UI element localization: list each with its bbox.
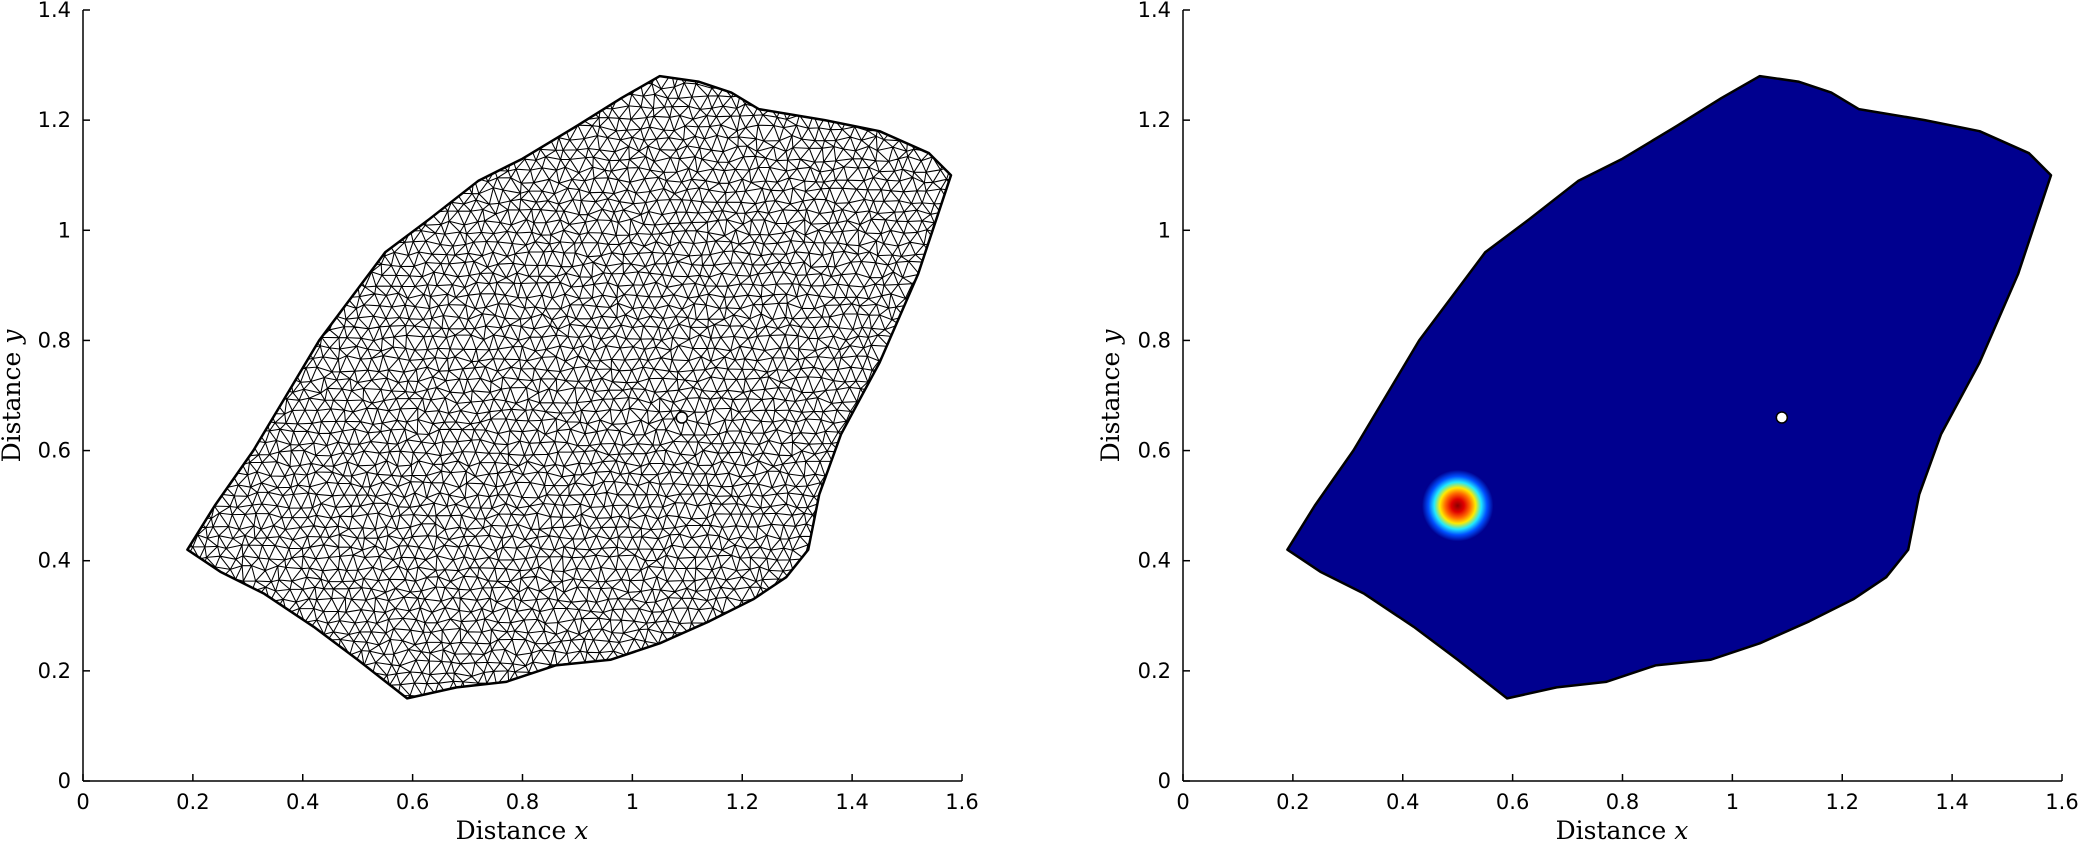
heatmap-panel: 0 0.2 0.4 0.6 0.8 1 1.2 1.4 1.6 0 0.2 0.4 0.6 0.8 1 1.…	[1096, 0, 2079, 842]
y-tick-label: 1	[1158, 218, 1171, 242]
y-tick-label: 0.6	[38, 439, 71, 463]
x-tick-label: 1.2	[726, 790, 759, 814]
x-tick-label: 0.2	[1276, 790, 1309, 814]
y-tick-label: 0.8	[38, 328, 71, 352]
domain-boundary	[186, 74, 953, 700]
y-tick-label: 0.4	[1138, 549, 1171, 573]
x-tick-label: 1.6	[945, 790, 978, 814]
y-tick-label: 1.4	[1138, 0, 1171, 22]
gaussian-source	[1421, 469, 1494, 542]
point-marker	[1775, 411, 1789, 424]
y-tick-label: 1.2	[1138, 108, 1171, 132]
x-tick-label: 1.2	[1826, 790, 1859, 814]
y-tick-label: 1.4	[38, 0, 71, 22]
y-tick-label: 0.8	[1138, 328, 1171, 352]
y-ticks: 0 0.2 0.4 0.6 0.8 1 1.2 1.4	[38, 0, 90, 793]
y-tick-label: 1	[58, 218, 71, 242]
y-tick-label: 0.2	[38, 659, 71, 683]
x-axis-title: Distance x	[456, 816, 589, 842]
y-tick-label: 0	[1158, 769, 1171, 793]
y-tick-label: 0	[58, 769, 71, 793]
triangular-mesh	[187, 76, 951, 699]
y-axis-title: Distance y	[1096, 329, 1125, 463]
mesh-edges	[187, 76, 951, 699]
x-tick-label: 0	[76, 790, 89, 814]
x-tick-label: 1.4	[1935, 790, 1968, 814]
x-tick-label: 1	[1726, 790, 1739, 814]
x-ticks: 0 0.2 0.4 0.6 0.8 1 1.2 1.4 1.6	[76, 774, 979, 814]
x-tick-label: 0.8	[1606, 790, 1639, 814]
y-tick-label: 0.2	[1138, 659, 1171, 683]
y-tick-label: 0.6	[1138, 439, 1171, 463]
x-tick-label: 0.4	[286, 790, 319, 814]
field-domain	[1286, 74, 2053, 700]
x-tick-label: 0.2	[176, 790, 209, 814]
x-tick-label: 0.6	[396, 790, 429, 814]
x-ticks: 0 0.2 0.4 0.6 0.8 1 1.2 1.4 1.6	[1176, 774, 2079, 814]
x-tick-label: 1	[626, 790, 639, 814]
y-tick-label: 1.2	[38, 108, 71, 132]
x-tick-label: 0.8	[506, 790, 539, 814]
x-tick-label: 0.4	[1386, 790, 1419, 814]
y-axis-title: Distance y	[0, 329, 26, 463]
x-tick-label: 1.4	[835, 790, 868, 814]
y-ticks: 0 0.2 0.4 0.6 0.8 1 1.2 1.4	[1138, 0, 1190, 793]
x-tick-label: 1.6	[2045, 790, 2078, 814]
y-tick-label: 0.4	[38, 549, 71, 573]
x-tick-label: 0	[1176, 790, 1189, 814]
mesh-panel: 0 0.2 0.4 0.6 0.8 1 1.2 1.4 1.6 0 0.2 0.4 0.6 0.8 1 1.…	[0, 0, 979, 842]
x-tick-label: 0.6	[1496, 790, 1529, 814]
x-axis-title: Distance x	[1556, 816, 1689, 842]
point-marker	[675, 411, 689, 424]
